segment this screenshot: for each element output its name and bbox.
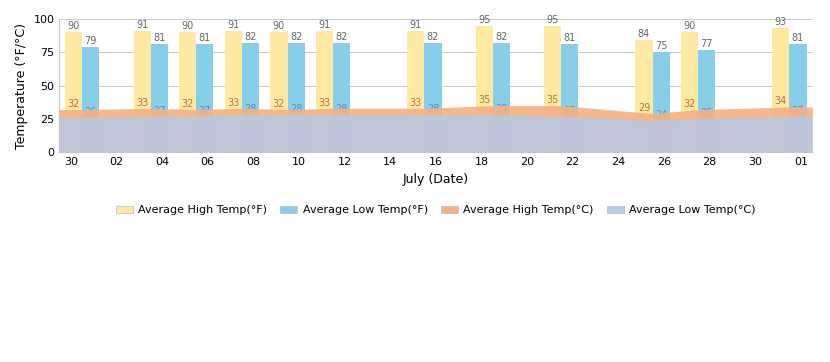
Y-axis label: Temperature (°F/°C): Temperature (°F/°C) bbox=[15, 22, 28, 148]
Bar bbox=[636, 40, 652, 152]
Bar bbox=[333, 43, 350, 152]
Text: 90: 90 bbox=[67, 21, 80, 31]
Bar bbox=[134, 31, 151, 152]
Text: 82: 82 bbox=[496, 32, 508, 42]
Text: 32: 32 bbox=[273, 99, 286, 109]
Text: 33: 33 bbox=[410, 98, 422, 108]
Text: 75: 75 bbox=[655, 41, 667, 51]
Text: 27: 27 bbox=[153, 106, 165, 115]
Text: 27: 27 bbox=[198, 106, 211, 115]
Text: 90: 90 bbox=[273, 21, 286, 31]
Bar bbox=[179, 32, 196, 152]
Text: 95: 95 bbox=[478, 14, 491, 25]
Text: 29: 29 bbox=[637, 103, 650, 113]
Text: 81: 81 bbox=[153, 33, 165, 43]
Bar bbox=[561, 44, 579, 152]
Text: 27: 27 bbox=[792, 106, 804, 115]
Text: 32: 32 bbox=[683, 99, 696, 109]
Bar bbox=[316, 31, 333, 152]
Bar bbox=[698, 50, 715, 152]
Text: 28: 28 bbox=[290, 104, 302, 114]
Text: 33: 33 bbox=[227, 98, 240, 108]
Text: 81: 81 bbox=[564, 33, 576, 43]
Text: 91: 91 bbox=[319, 20, 330, 30]
Bar bbox=[424, 43, 442, 152]
Bar bbox=[151, 44, 168, 152]
Text: 91: 91 bbox=[410, 20, 422, 30]
Bar bbox=[65, 32, 82, 152]
Text: 27: 27 bbox=[564, 106, 576, 115]
Bar bbox=[652, 52, 670, 152]
Bar bbox=[408, 31, 424, 152]
Text: 34: 34 bbox=[774, 96, 787, 106]
Bar bbox=[544, 26, 561, 152]
Text: 33: 33 bbox=[319, 98, 330, 108]
Legend: Average High Temp(°F), Average Low Temp(°F), Average High Temp(°C), Average Low : Average High Temp(°F), Average Low Temp(… bbox=[111, 201, 760, 220]
Text: 24: 24 bbox=[655, 110, 667, 119]
Text: 28: 28 bbox=[496, 104, 508, 114]
Text: 28: 28 bbox=[427, 104, 439, 114]
Text: 93: 93 bbox=[774, 17, 787, 27]
Text: 91: 91 bbox=[136, 20, 149, 30]
Bar bbox=[789, 44, 807, 152]
Text: 82: 82 bbox=[427, 32, 439, 42]
Bar bbox=[271, 32, 287, 152]
Text: 95: 95 bbox=[546, 14, 559, 25]
Text: 32: 32 bbox=[182, 99, 194, 109]
Text: 82: 82 bbox=[244, 32, 256, 42]
Text: 90: 90 bbox=[683, 21, 696, 31]
Text: 35: 35 bbox=[546, 95, 559, 105]
Text: 33: 33 bbox=[136, 98, 149, 108]
Text: 77: 77 bbox=[701, 39, 713, 49]
Bar bbox=[287, 43, 305, 152]
Bar bbox=[476, 26, 493, 152]
Text: 82: 82 bbox=[290, 32, 302, 42]
Text: 79: 79 bbox=[85, 36, 97, 46]
Text: 82: 82 bbox=[335, 32, 348, 42]
Text: 25: 25 bbox=[701, 108, 713, 118]
Bar bbox=[82, 47, 100, 152]
Bar bbox=[196, 44, 213, 152]
Text: 35: 35 bbox=[478, 95, 491, 105]
Text: 28: 28 bbox=[335, 104, 348, 114]
Text: 26: 26 bbox=[85, 107, 97, 117]
Text: 32: 32 bbox=[67, 99, 80, 109]
Bar bbox=[242, 43, 259, 152]
X-axis label: July (Date): July (Date) bbox=[403, 173, 469, 186]
Text: 28: 28 bbox=[244, 104, 256, 114]
Text: 84: 84 bbox=[638, 29, 650, 39]
Text: 81: 81 bbox=[198, 33, 211, 43]
Bar bbox=[772, 28, 789, 152]
Bar bbox=[225, 31, 242, 152]
Text: 81: 81 bbox=[792, 33, 804, 43]
Text: 91: 91 bbox=[227, 20, 240, 30]
Bar bbox=[493, 43, 510, 152]
Text: 90: 90 bbox=[182, 21, 194, 31]
Bar bbox=[681, 32, 698, 152]
